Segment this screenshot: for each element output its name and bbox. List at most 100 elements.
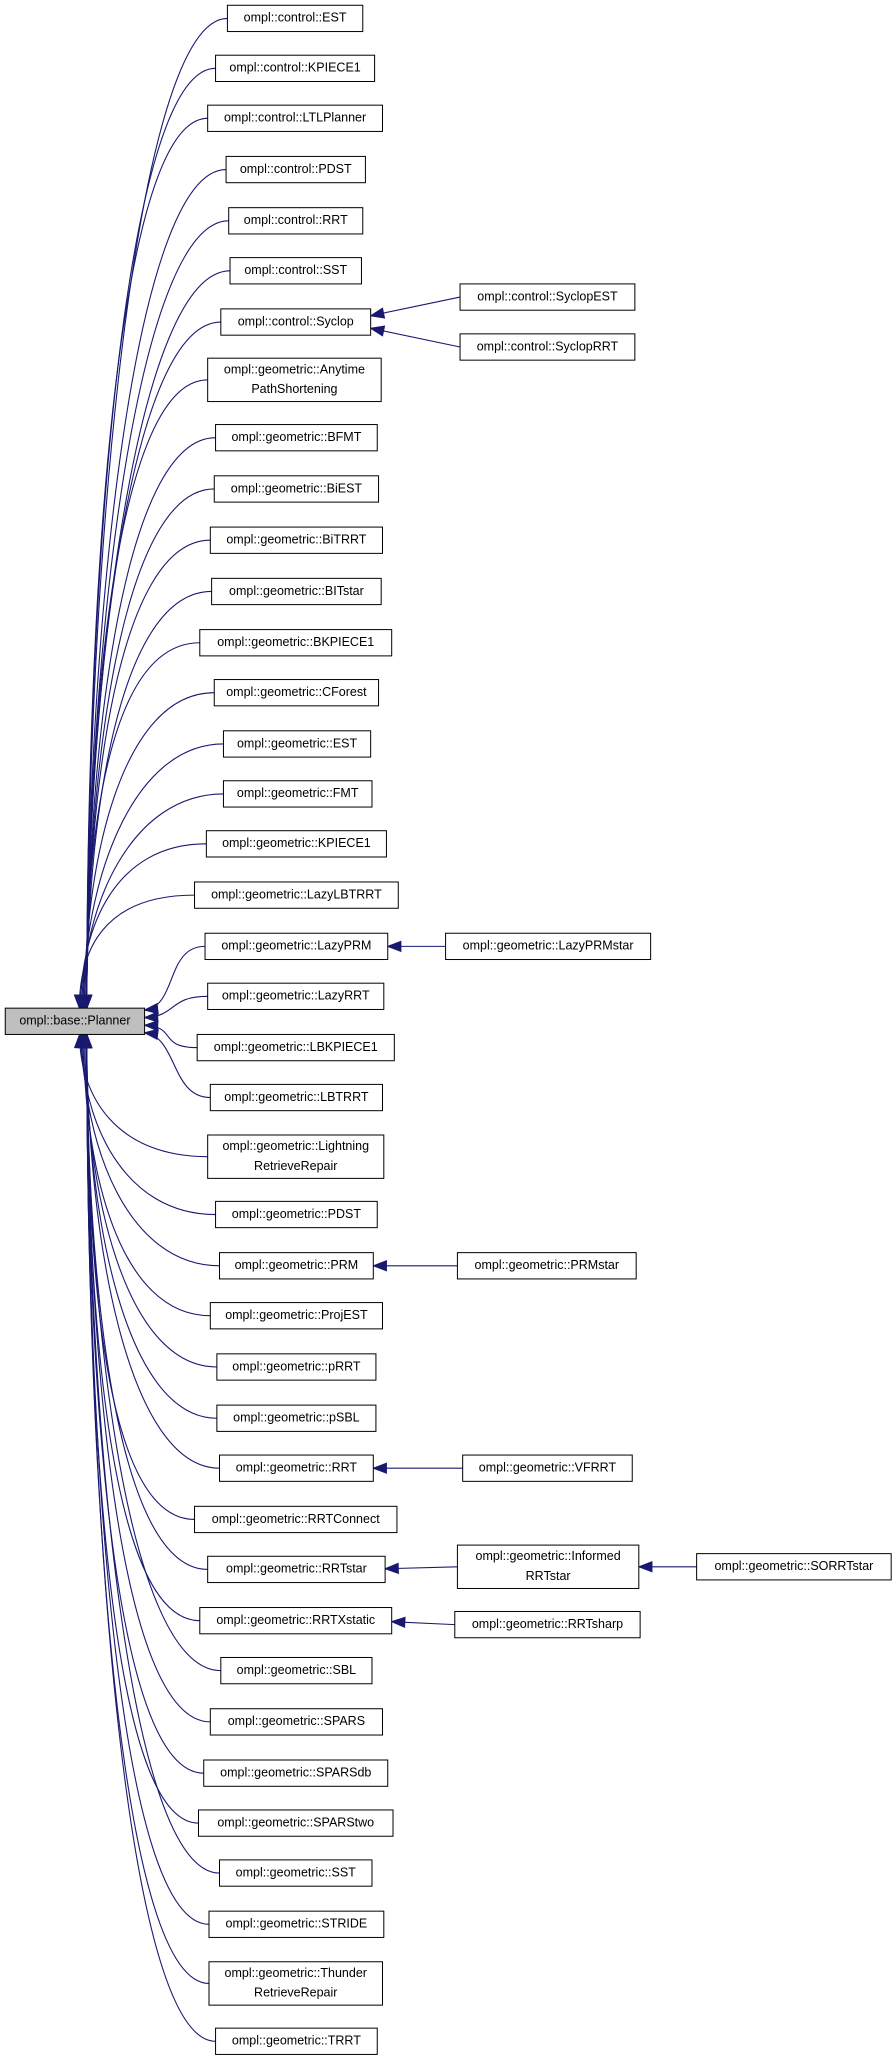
class-node-box bbox=[216, 1404, 377, 1432]
class-node-box bbox=[213, 679, 380, 707]
class-node-label: ompl::geometric::RRTConnect bbox=[212, 1512, 380, 1526]
edge bbox=[80, 843, 207, 1009]
class-node-label: ompl::geometric::Informed bbox=[476, 1549, 621, 1563]
class-node-label: ompl::geometric::TRRT bbox=[232, 2034, 361, 2048]
edge-arrow bbox=[371, 1260, 387, 1272]
class-node-label: ompl::geometric::LBTRRT bbox=[224, 1090, 369, 1104]
edge bbox=[79, 1034, 208, 1158]
class-node-box bbox=[226, 4, 364, 33]
edge bbox=[86, 1034, 199, 1824]
class-node-box bbox=[213, 475, 380, 503]
class-node-label: ompl::geometric::STRIDE bbox=[226, 1917, 368, 1931]
class-node-box bbox=[215, 54, 376, 82]
class-node-box bbox=[215, 2027, 378, 2055]
class-node-box bbox=[207, 357, 382, 403]
class-node-label: ompl::geometric::pRRT bbox=[232, 1359, 361, 1373]
class-node-box bbox=[225, 155, 366, 184]
class-node-box bbox=[456, 1544, 640, 1589]
class-node-label: ompl::geometric::SPARSdb bbox=[220, 1765, 371, 1779]
class-node-box bbox=[696, 1553, 892, 1581]
class-node-label: RetrieveRepair bbox=[254, 1159, 337, 1173]
class-node-label: ompl::control::SST bbox=[244, 263, 347, 277]
edge-arrow bbox=[637, 1561, 653, 1573]
edge bbox=[86, 590, 212, 1009]
class-node-label: ompl::geometric::Lightning bbox=[222, 1139, 369, 1153]
edge bbox=[86, 379, 208, 1009]
class-node-label: ompl::geometric::Thunder bbox=[225, 1966, 367, 1980]
class-node-label: ompl::geometric::LazyLBTRRT bbox=[211, 887, 382, 901]
class-node-box bbox=[219, 1454, 374, 1482]
class-node-box bbox=[222, 780, 373, 808]
class-node-label: ompl::geometric::pSBL bbox=[233, 1411, 359, 1425]
class-node-label: ompl::geometric::CForest bbox=[226, 685, 367, 699]
class-node-box bbox=[207, 104, 383, 132]
class-node-label: ompl::geometric::BKPIECE1 bbox=[217, 635, 374, 649]
class-node-box bbox=[209, 1083, 383, 1112]
edge bbox=[86, 1034, 220, 1874]
class-node-box bbox=[220, 1656, 373, 1685]
class-node-label: ompl::geometric::BiEST bbox=[231, 481, 363, 495]
class-node-box bbox=[220, 308, 372, 336]
class-node-label: ompl::geometric::PDST bbox=[232, 1207, 362, 1221]
class-node-label: ompl::geometric::FMT bbox=[237, 786, 359, 800]
edge bbox=[78, 894, 195, 1009]
class-node-label: ompl::geometric::SST bbox=[236, 1865, 357, 1879]
class-node-label: ompl::control::PDST bbox=[240, 162, 352, 176]
edge bbox=[86, 1034, 216, 2042]
class-node-box bbox=[207, 982, 385, 1010]
class-node-box bbox=[208, 1910, 385, 1938]
edge bbox=[82, 743, 224, 1009]
class-node-label: ompl::geometric::RRTsharp bbox=[472, 1617, 623, 1631]
class-node-box bbox=[197, 1809, 394, 1837]
edge-arrow bbox=[73, 994, 86, 1010]
edge bbox=[85, 642, 200, 1009]
root-label: ompl::base::Planner bbox=[19, 1014, 130, 1028]
class-node-label: ompl::geometric::ProjEST bbox=[225, 1308, 368, 1322]
edge-arrow bbox=[143, 1011, 159, 1023]
class-node-box bbox=[209, 1708, 383, 1736]
class-node-label: ompl::control::KPIECE1 bbox=[229, 61, 360, 75]
edge-arrow bbox=[143, 1002, 159, 1015]
edge-arrow bbox=[143, 1028, 159, 1040]
edge-arrow bbox=[143, 1020, 159, 1032]
edge-arrow bbox=[369, 325, 386, 337]
class-node-box bbox=[207, 1555, 386, 1584]
class-node-label: ompl::control::SyclopRRT bbox=[477, 339, 619, 353]
edge bbox=[86, 117, 208, 1009]
class-node-box bbox=[222, 730, 372, 758]
class-node-label: ompl::geometric::SPARS bbox=[228, 1714, 365, 1728]
edge bbox=[83, 1034, 211, 1317]
class-node-label: ompl::control::EST bbox=[244, 11, 347, 25]
class-node-box bbox=[209, 526, 383, 554]
class-node-box bbox=[215, 1200, 378, 1229]
class-node-label: ompl::geometric::BiTRRT bbox=[226, 533, 366, 547]
class-node-label: ompl::geometric::RRT bbox=[236, 1460, 358, 1474]
class-node-box bbox=[199, 1607, 393, 1635]
class-node-box bbox=[459, 333, 636, 361]
class-node-label: ompl::geometric::LazyPRM bbox=[221, 939, 371, 953]
class-node-box bbox=[462, 1454, 633, 1482]
class-node-box bbox=[199, 629, 393, 657]
class-node-box bbox=[209, 1302, 383, 1330]
class-node-box bbox=[445, 932, 652, 961]
class-node-label: ompl::control::Syclop bbox=[238, 314, 354, 328]
class-node-label: ompl::control::RRT bbox=[244, 213, 348, 227]
class-node-box bbox=[219, 1859, 373, 1887]
class-node-label: PathShortening bbox=[251, 382, 337, 396]
edge-arrow bbox=[371, 1462, 387, 1474]
edge bbox=[144, 945, 206, 1011]
class-node-box bbox=[211, 577, 382, 606]
class-node-label: ompl::control::LTLPlanner bbox=[224, 111, 366, 125]
class-node-label: ompl::geometric::LBKPIECE1 bbox=[214, 1040, 378, 1054]
class-node-label: ompl::geometric::PRMstar bbox=[475, 1258, 619, 1272]
class-node-label: ompl::geometric::EST bbox=[237, 736, 358, 750]
class-node-label: ompl::geometric::BFMT bbox=[231, 430, 361, 444]
class-node-box bbox=[228, 207, 364, 235]
class-node-box bbox=[194, 881, 399, 909]
edge bbox=[370, 296, 461, 317]
edge bbox=[86, 1034, 221, 1672]
class-node-label: ompl::geometric::RRTstar bbox=[226, 1562, 367, 1576]
edge bbox=[86, 1034, 220, 1469]
class-node-box bbox=[208, 1961, 383, 2006]
